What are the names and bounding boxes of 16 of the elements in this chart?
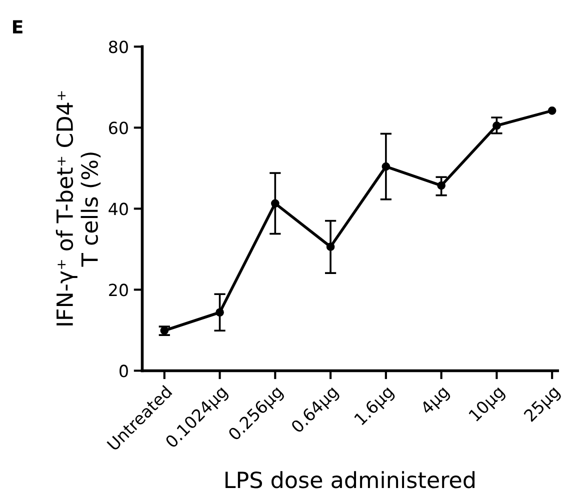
x-tick-label: 4µg xyxy=(420,385,452,418)
y-tick-label: 20 xyxy=(109,284,128,296)
y-tick-label: 40 xyxy=(108,202,128,216)
point xyxy=(437,181,446,190)
y-tick-label: 0 xyxy=(120,364,128,378)
y-tick-label: 60 xyxy=(109,122,128,134)
point xyxy=(326,242,335,251)
point xyxy=(271,199,280,208)
y-axis-title: IFN-γ⁺ of T-bet⁺ CD4⁺ T cells (%) xyxy=(56,91,101,326)
point xyxy=(548,106,556,115)
point xyxy=(382,162,390,171)
chart-title: E xyxy=(13,20,22,34)
x-axis-title: LPS dose administered xyxy=(226,471,474,488)
point xyxy=(216,308,224,317)
point xyxy=(492,121,501,130)
y-tick-label: 80 xyxy=(108,40,128,54)
